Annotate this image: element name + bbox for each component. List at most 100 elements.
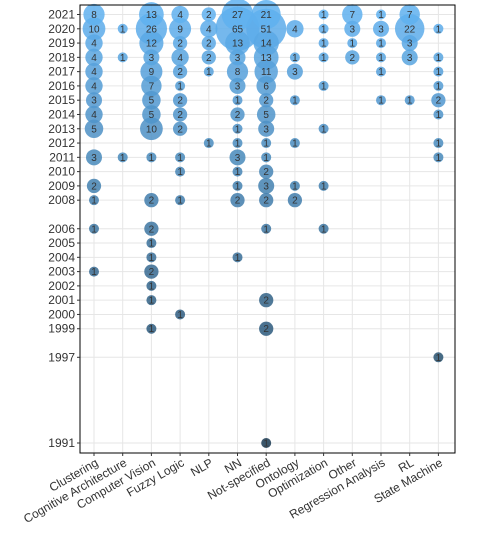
data-bubble [146, 295, 157, 306]
data-bubble [226, 61, 249, 83]
data-bubble [141, 75, 162, 97]
data-bubble [433, 52, 444, 63]
bubble-count-label: 1 [378, 96, 384, 107]
bubble-count-label: 1 [321, 39, 327, 50]
bubble-count-label: 12 [146, 39, 158, 50]
bubble-count-label: 1 [436, 353, 442, 364]
bubble-count-label: 1 [263, 139, 269, 150]
data-bubble [84, 119, 104, 139]
bubble-count-label: 1 [292, 139, 298, 150]
bubble-count-label: 3 [350, 24, 356, 35]
data-bubble [251, 0, 281, 29]
y-tick-label: 2015 [48, 93, 75, 107]
y-tick-label: 2013 [48, 122, 75, 136]
data-bubble [318, 123, 329, 134]
y-tick-label: 2017 [48, 65, 75, 79]
bubble-count-label: 8 [91, 10, 97, 21]
y-tick-label: 2005 [48, 236, 75, 250]
y-tick-label: 2021 [48, 8, 75, 22]
bubble-count-label: 26 [146, 24, 158, 35]
bubble-count-label: 4 [91, 81, 97, 92]
bubble-count-label: 7 [149, 81, 155, 92]
data-bubble [86, 178, 102, 194]
data-bubble [254, 59, 278, 84]
y-tick-label: 2018 [48, 50, 75, 64]
data-bubble [229, 77, 246, 94]
data-bubble [433, 109, 444, 120]
bubble-count-label: 3 [378, 24, 384, 35]
data-bubble [85, 105, 103, 124]
data-bubble [376, 95, 386, 106]
y-tick-label: 2006 [48, 222, 75, 236]
bubble-count-label: 27 [232, 10, 244, 21]
data-bubble [201, 50, 216, 65]
bubble-count-label: 21 [261, 10, 273, 21]
bubble-count-label: 2 [149, 224, 155, 235]
data-bubble [201, 7, 216, 22]
data-bubble [286, 63, 303, 80]
bubble-count-label: 2 [235, 196, 241, 207]
data-bubble [89, 195, 99, 206]
data-bubble [261, 152, 272, 163]
data-bubble [171, 48, 189, 67]
bubble-count-label: 3 [407, 53, 413, 64]
data-bubble [433, 138, 444, 149]
bubble-count-label: 2 [149, 196, 155, 207]
data-bubble [143, 49, 160, 66]
bubble-count-label: 4 [177, 10, 183, 21]
y-tick-label: 2016 [48, 79, 75, 93]
bubble-count-label: 1 [378, 39, 384, 50]
y-tick-label: 2011 [49, 150, 75, 164]
data-bubble [85, 92, 103, 109]
data-bubble [144, 193, 159, 208]
data-bubble [85, 77, 103, 95]
data-bubble [433, 23, 444, 34]
bubble-count-label: 1 [120, 24, 126, 35]
data-bubble [232, 123, 243, 134]
bubble-count-label: 11 [261, 67, 272, 78]
data-bubble [139, 2, 164, 27]
data-bubble [259, 164, 274, 179]
data-bubble [318, 9, 329, 20]
bubble-count-label: 2 [206, 10, 212, 21]
bubble-count-label: 1 [149, 253, 155, 264]
data-bubble [146, 238, 157, 249]
data-bubble [289, 180, 300, 191]
data-bubble [140, 117, 163, 141]
bubble-count-label: 1 [378, 53, 384, 64]
bubble-count-label: 3 [235, 81, 241, 92]
data-bubble [175, 152, 186, 163]
data-bubble [287, 193, 303, 208]
data-bubble [229, 49, 246, 66]
data-bubble [169, 17, 192, 40]
bubble-count-label: 2 [206, 53, 212, 64]
bubble-count-label: 10 [146, 124, 158, 135]
bubble-count-label: 4 [91, 53, 97, 64]
data-bubble [201, 35, 216, 51]
data-bubble [318, 223, 329, 234]
data-bubble [142, 90, 161, 110]
bubble-count-label: 2 [263, 324, 269, 335]
bubble-count-label: 1 [321, 53, 327, 64]
bubble-count-label: 1 [235, 253, 241, 264]
bubble-count-label: 1 [91, 196, 97, 207]
bubble-count-label: 3 [149, 53, 155, 64]
bubble-count-label: 1 [321, 10, 327, 21]
data-bubble [146, 280, 157, 291]
bubble-count-label: 9 [149, 67, 155, 78]
data-bubble [232, 138, 243, 149]
bubble-count-label: 2 [263, 196, 269, 207]
bubble-count-label: 1 [149, 324, 155, 335]
data-bubble [172, 93, 188, 108]
data-bubble [144, 221, 159, 236]
data-bubble [259, 293, 274, 308]
bubble-count-label: 3 [91, 96, 97, 107]
y-tick-label: 2003 [48, 265, 75, 279]
data-bubble [85, 149, 103, 166]
y-tick-label: 2012 [48, 136, 75, 150]
y-tick-label: 2009 [48, 179, 75, 193]
bubble-count-label: 3 [91, 153, 97, 164]
data-bubble [372, 20, 390, 37]
bubble-count-label: 1 [263, 224, 269, 235]
